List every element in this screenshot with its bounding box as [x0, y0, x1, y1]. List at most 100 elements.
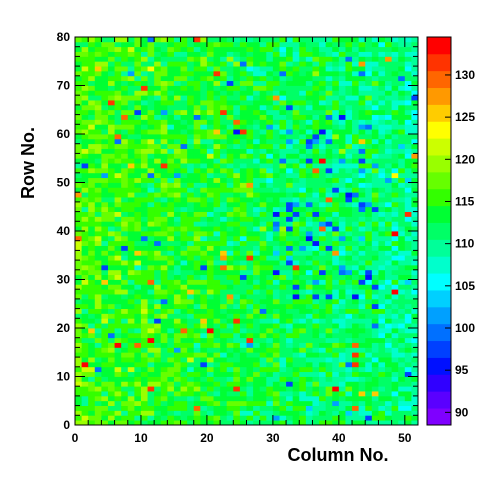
heatmap-cell: [404, 328, 412, 334]
heatmap-cell: [81, 347, 89, 353]
heatmap-cell: [187, 172, 195, 179]
heatmap-cell: [140, 395, 148, 402]
heatmap-cell: [114, 37, 122, 43]
heatmap-cell: [319, 129, 327, 135]
heatmap-cell: [193, 279, 201, 285]
heatmap-cell: [385, 255, 393, 261]
heatmap-cell: [134, 206, 142, 212]
heatmap-cell: [305, 255, 313, 261]
heatmap-cell: [121, 400, 129, 406]
heatmap-cell: [127, 66, 135, 72]
heatmap-cell: [325, 75, 333, 82]
heatmap-cell: [173, 143, 181, 149]
heatmap-cell: [253, 313, 261, 319]
heatmap-cell: [365, 143, 373, 149]
heatmap-cell: [114, 269, 122, 276]
heatmap-cell: [187, 269, 195, 276]
heatmap-cell: [154, 298, 162, 305]
heatmap-cell: [180, 410, 188, 416]
heatmap-cell: [365, 138, 373, 145]
heatmap-cell: [187, 255, 195, 261]
heatmap-cell: [404, 148, 412, 154]
heatmap-cell: [411, 41, 419, 48]
heatmap-cell: [246, 303, 254, 309]
heatmap-cell: [206, 134, 214, 140]
heatmap-cell: [391, 201, 399, 208]
heatmap-cell: [259, 235, 267, 242]
heatmap-cell: [325, 148, 333, 154]
heatmap-cell: [193, 420, 201, 426]
heatmap-cell: [75, 66, 82, 72]
heatmap-cell: [75, 400, 82, 406]
heatmap-cell: [121, 386, 129, 392]
heatmap-cell: [292, 298, 300, 305]
heatmap-cell: [187, 206, 195, 212]
heatmap-cell: [193, 303, 201, 309]
heatmap-cell: [378, 240, 386, 246]
heatmap-cell: [398, 303, 406, 309]
heatmap-cell: [411, 294, 419, 300]
heatmap-cell: [88, 410, 96, 416]
heatmap-cell: [411, 323, 419, 329]
heatmap-cell: [385, 269, 393, 276]
heatmap-cell: [180, 124, 188, 130]
heatmap-cell: [325, 274, 333, 280]
heatmap-cell: [147, 158, 155, 164]
heatmap-cell: [107, 371, 115, 377]
heatmap-cell: [371, 323, 379, 329]
heatmap-cell: [319, 104, 327, 111]
heatmap-cell: [226, 294, 234, 300]
heatmap-cell: [378, 308, 386, 314]
heatmap-cell: [101, 332, 109, 339]
heatmap-cell: [127, 298, 135, 305]
heatmap-cell: [121, 361, 129, 368]
heatmap-cell: [404, 182, 412, 188]
heatmap-cell: [160, 56, 168, 62]
heatmap-cell: [180, 211, 188, 217]
heatmap-cell: [266, 66, 274, 72]
heatmap-cell: [167, 400, 175, 406]
heatmap-cell: [292, 226, 300, 232]
heatmap-cell: [312, 294, 320, 300]
heatmap-cell: [253, 308, 261, 314]
heatmap-cell: [385, 61, 393, 67]
heatmap-cell: [114, 400, 122, 406]
heatmap-cell: [140, 104, 148, 111]
heatmap-cell: [233, 211, 241, 217]
heatmap-cell: [332, 410, 340, 416]
heatmap-cell: [121, 357, 129, 363]
heatmap-cell: [338, 187, 346, 193]
heatmap-cell: [338, 182, 346, 188]
heatmap-cell: [239, 201, 247, 208]
heatmap-cell: [167, 240, 175, 246]
heatmap-cell: [345, 420, 353, 426]
heatmap-cell: [365, 148, 373, 154]
heatmap-cell: [325, 352, 333, 358]
heatmap-cell: [75, 298, 82, 305]
heatmap-cell: [272, 415, 280, 421]
heatmap-cell: [398, 211, 406, 217]
heatmap-cell: [332, 37, 340, 43]
heatmap-cell: [226, 148, 234, 154]
heatmap-cell: [114, 260, 122, 266]
heatmap-cell: [299, 381, 307, 387]
heatmap-cell: [114, 182, 122, 188]
heatmap-cell: [272, 269, 280, 276]
heatmap-cell: [305, 182, 313, 188]
heatmap-cell: [299, 332, 307, 339]
heatmap-cell: [121, 284, 129, 290]
heatmap-cell: [385, 303, 393, 309]
heatmap-cell: [365, 197, 373, 203]
heatmap-cell: [299, 192, 307, 198]
heatmap-cell: [154, 134, 162, 140]
heatmap-cell: [220, 129, 228, 135]
heatmap-cell: [154, 95, 162, 101]
heatmap-cell: [246, 352, 254, 358]
heatmap-cell: [286, 80, 294, 86]
heatmap-cell: [180, 415, 188, 421]
heatmap-cell: [107, 357, 115, 363]
heatmap-cell: [345, 245, 353, 251]
heatmap-cell: [94, 274, 102, 280]
heatmap-cell: [305, 192, 313, 198]
heatmap-cell: [220, 226, 228, 232]
